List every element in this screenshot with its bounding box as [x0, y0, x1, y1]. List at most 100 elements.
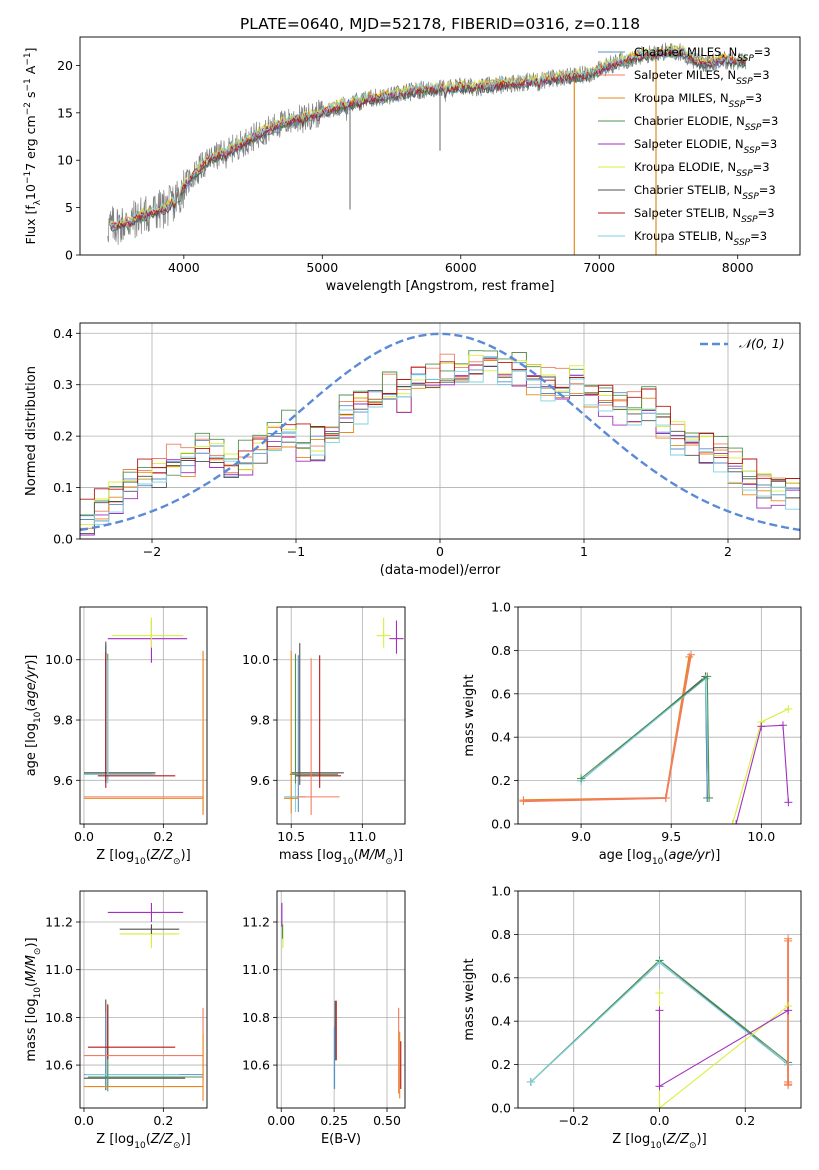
legend-label-part: Kroupa STELIB, N [634, 229, 734, 243]
model-fit-kroupa-stelib [110, 45, 747, 228]
x-axis-label-part: ⊙ [689, 1141, 697, 1151]
errorbar-salpeter-miles [296, 658, 340, 815]
x-axis-label-part: wavelength [Angstrom, rest frame] [326, 279, 555, 294]
legend-label: Kroupa MILES, NSSP=3 [634, 91, 762, 110]
x-axis-label-part: Z/Z [666, 1132, 690, 1147]
y-tick-label: 0.6 [491, 970, 511, 985]
legend-label: Kroupa ELODIE, NSSP=3 [634, 160, 770, 179]
y-axis-label-part: ⊙ [33, 948, 43, 956]
y-tick-label: 10.6 [45, 1058, 73, 1073]
plot-area-weight_vs_age [519, 650, 793, 824]
x-axis-label-part: mass [ [279, 848, 322, 863]
x-tick-label: −1 [287, 544, 305, 559]
y-axis-label-part: log [24, 998, 39, 1018]
panel-age_vs_Z: 0.0 0.29.69.810.0Z [log10(Z/Z⊙)]age [log1… [24, 606, 208, 867]
legend-label-part: =3 [745, 91, 762, 105]
weight-line-salpeter-elodie [735, 724, 789, 824]
y-tick-label: 9.8 [53, 713, 73, 728]
residual-legend: 𝒩(0, 1) [700, 336, 785, 351]
y-tick-label: 11.2 [45, 915, 73, 930]
legend-label-part: Salpeter STELIB, N [634, 206, 741, 220]
panel-mass_vs_Z: 0.0 0.210.610.811.011.2Z [log10(Z/Z⊙)]mas… [24, 890, 208, 1151]
errorbar-salpeter-elodie [389, 620, 404, 654]
y-tick-label: 1.0 [491, 884, 511, 899]
x-axis-label-part: ⊙ [173, 1141, 181, 1151]
y-tick-label: 10.8 [45, 1010, 73, 1025]
x-tick-label: 1 [580, 544, 588, 559]
y-tick-label: 11.0 [45, 962, 73, 977]
x-axis-label-part: age [ [599, 848, 632, 863]
y-axis-label-part: ( [24, 707, 39, 712]
x-tick-label: 4000 [168, 260, 200, 275]
y-tick-label: 20 [57, 58, 73, 73]
plot-area-residuals [80, 332, 800, 536]
y-axis-label-part: ( [24, 982, 39, 987]
y-axis-label-part: )] [24, 937, 39, 947]
y-tick-label: 15 [57, 105, 73, 120]
y-tick-label: 10 [57, 153, 73, 168]
x-axis-label-part: )] [393, 848, 403, 863]
y-tick-label: 9.8 [250, 713, 270, 728]
legend-label-part: =3 [750, 229, 767, 243]
y-axis-label-part: s [23, 91, 38, 102]
y-tick-label: 10.0 [242, 652, 270, 667]
legend-label: Salpeter STELIB, NSSP=3 [634, 206, 775, 225]
x-axis-label-part: Z [ [612, 1132, 630, 1147]
y-axis-label-part: A [23, 65, 38, 78]
errorbar-kroupa-elodie [111, 617, 184, 648]
legend-label-part: Salpeter ELODIE, N [634, 137, 744, 151]
x-tick-label: 0.2 [735, 1113, 755, 1128]
x-axis-label-part: log [114, 1132, 134, 1147]
y-tick-label: 0.8 [491, 643, 511, 658]
y-axis-label-part: mass weight [462, 958, 477, 1040]
y-tick-label: 10.0 [45, 652, 73, 667]
legend-label-part: =3 [760, 137, 777, 151]
legend-label-part: SSP [729, 100, 746, 110]
x-axis-label: (data-model)/error [380, 563, 501, 578]
legend-label: Chabrier STELIB, NSSP=3 [634, 183, 776, 202]
panel-weight_vs_age: 9.0 9.5 10.0 0.0 0.2 0.4 0.6 0.8 1.0 age [log10(a… [462, 600, 802, 867]
x-axis-label-part: )] [697, 1132, 707, 1147]
panel-mass_vs_EBV: 0.00 0.25 0.50 10.6 10.8 11.0 11.2 E(B-V) [242, 890, 406, 1147]
residual-histogram-chabrier-stelib [80, 366, 800, 534]
panel-weight_vs_Z: −0.2 0.0 0.2 0.0 0.2 0.4 0.6 0.8 1.0 Z [log10(Z/Z… [462, 884, 802, 1151]
x-tick-label: 0.0 [650, 1113, 670, 1128]
x-axis-label-part: M/M [359, 848, 386, 863]
x-axis-label-part: 10 [650, 1141, 662, 1151]
y-axis-label-part: )] [24, 655, 39, 665]
errorbar-salpeter-stelib [87, 1004, 176, 1060]
errorbar-kroupa-miles [284, 650, 299, 814]
plot-area-age_vs_Z [83, 617, 204, 815]
plot-area-mass_vs_EBV [281, 902, 402, 1099]
y-axis-label-part: mass [ [24, 1018, 39, 1061]
legend-label-part: Kroupa ELODIE, N [634, 160, 736, 174]
y-axis-label-part: age [ [24, 743, 39, 776]
y-axis-label-part: Flux [f [23, 205, 38, 245]
x-tick-label: −0.2 [559, 1113, 589, 1128]
legend-label-part: SSP [742, 192, 759, 202]
y-tick-label: 0.2 [53, 429, 73, 444]
axes-frame [276, 606, 406, 825]
y-axis-label-part: λ [33, 199, 43, 205]
y-tick-label: 0.4 [53, 326, 73, 341]
legend-label-part: =3 [753, 160, 770, 174]
x-tick-label: 0.00 [267, 1113, 295, 1128]
x-tick-label: 10.5 [277, 829, 305, 844]
x-axis-label-part: log [114, 848, 134, 863]
y-axis-label-part: 10 [33, 987, 43, 999]
y-axis-label-part: 7 erg cm [23, 115, 38, 171]
legend-label-part: SSP [736, 169, 753, 179]
axes-frame [79, 36, 801, 256]
legend-label-part: Chabrier STELIB, N [634, 183, 742, 197]
errorbar-kroupa-miles [83, 650, 204, 814]
figure-title: PLATE=0640, MJD=52178, FIBERID=0316, z=0… [240, 15, 640, 33]
y-axis-label-part: −1 [23, 52, 33, 65]
y-axis-label-part: 10 [33, 711, 43, 723]
y-axis-label: age [log10(age/yr)] [24, 655, 43, 777]
errorbar-kroupa-miles [83, 1034, 204, 1101]
x-axis-label: mass [log10(M/M⊙)] [279, 848, 403, 867]
y-tick-label: 0.6 [491, 686, 511, 701]
legend-label-part: SSP [741, 215, 758, 225]
plot-area-age_vs_mass [284, 617, 404, 815]
